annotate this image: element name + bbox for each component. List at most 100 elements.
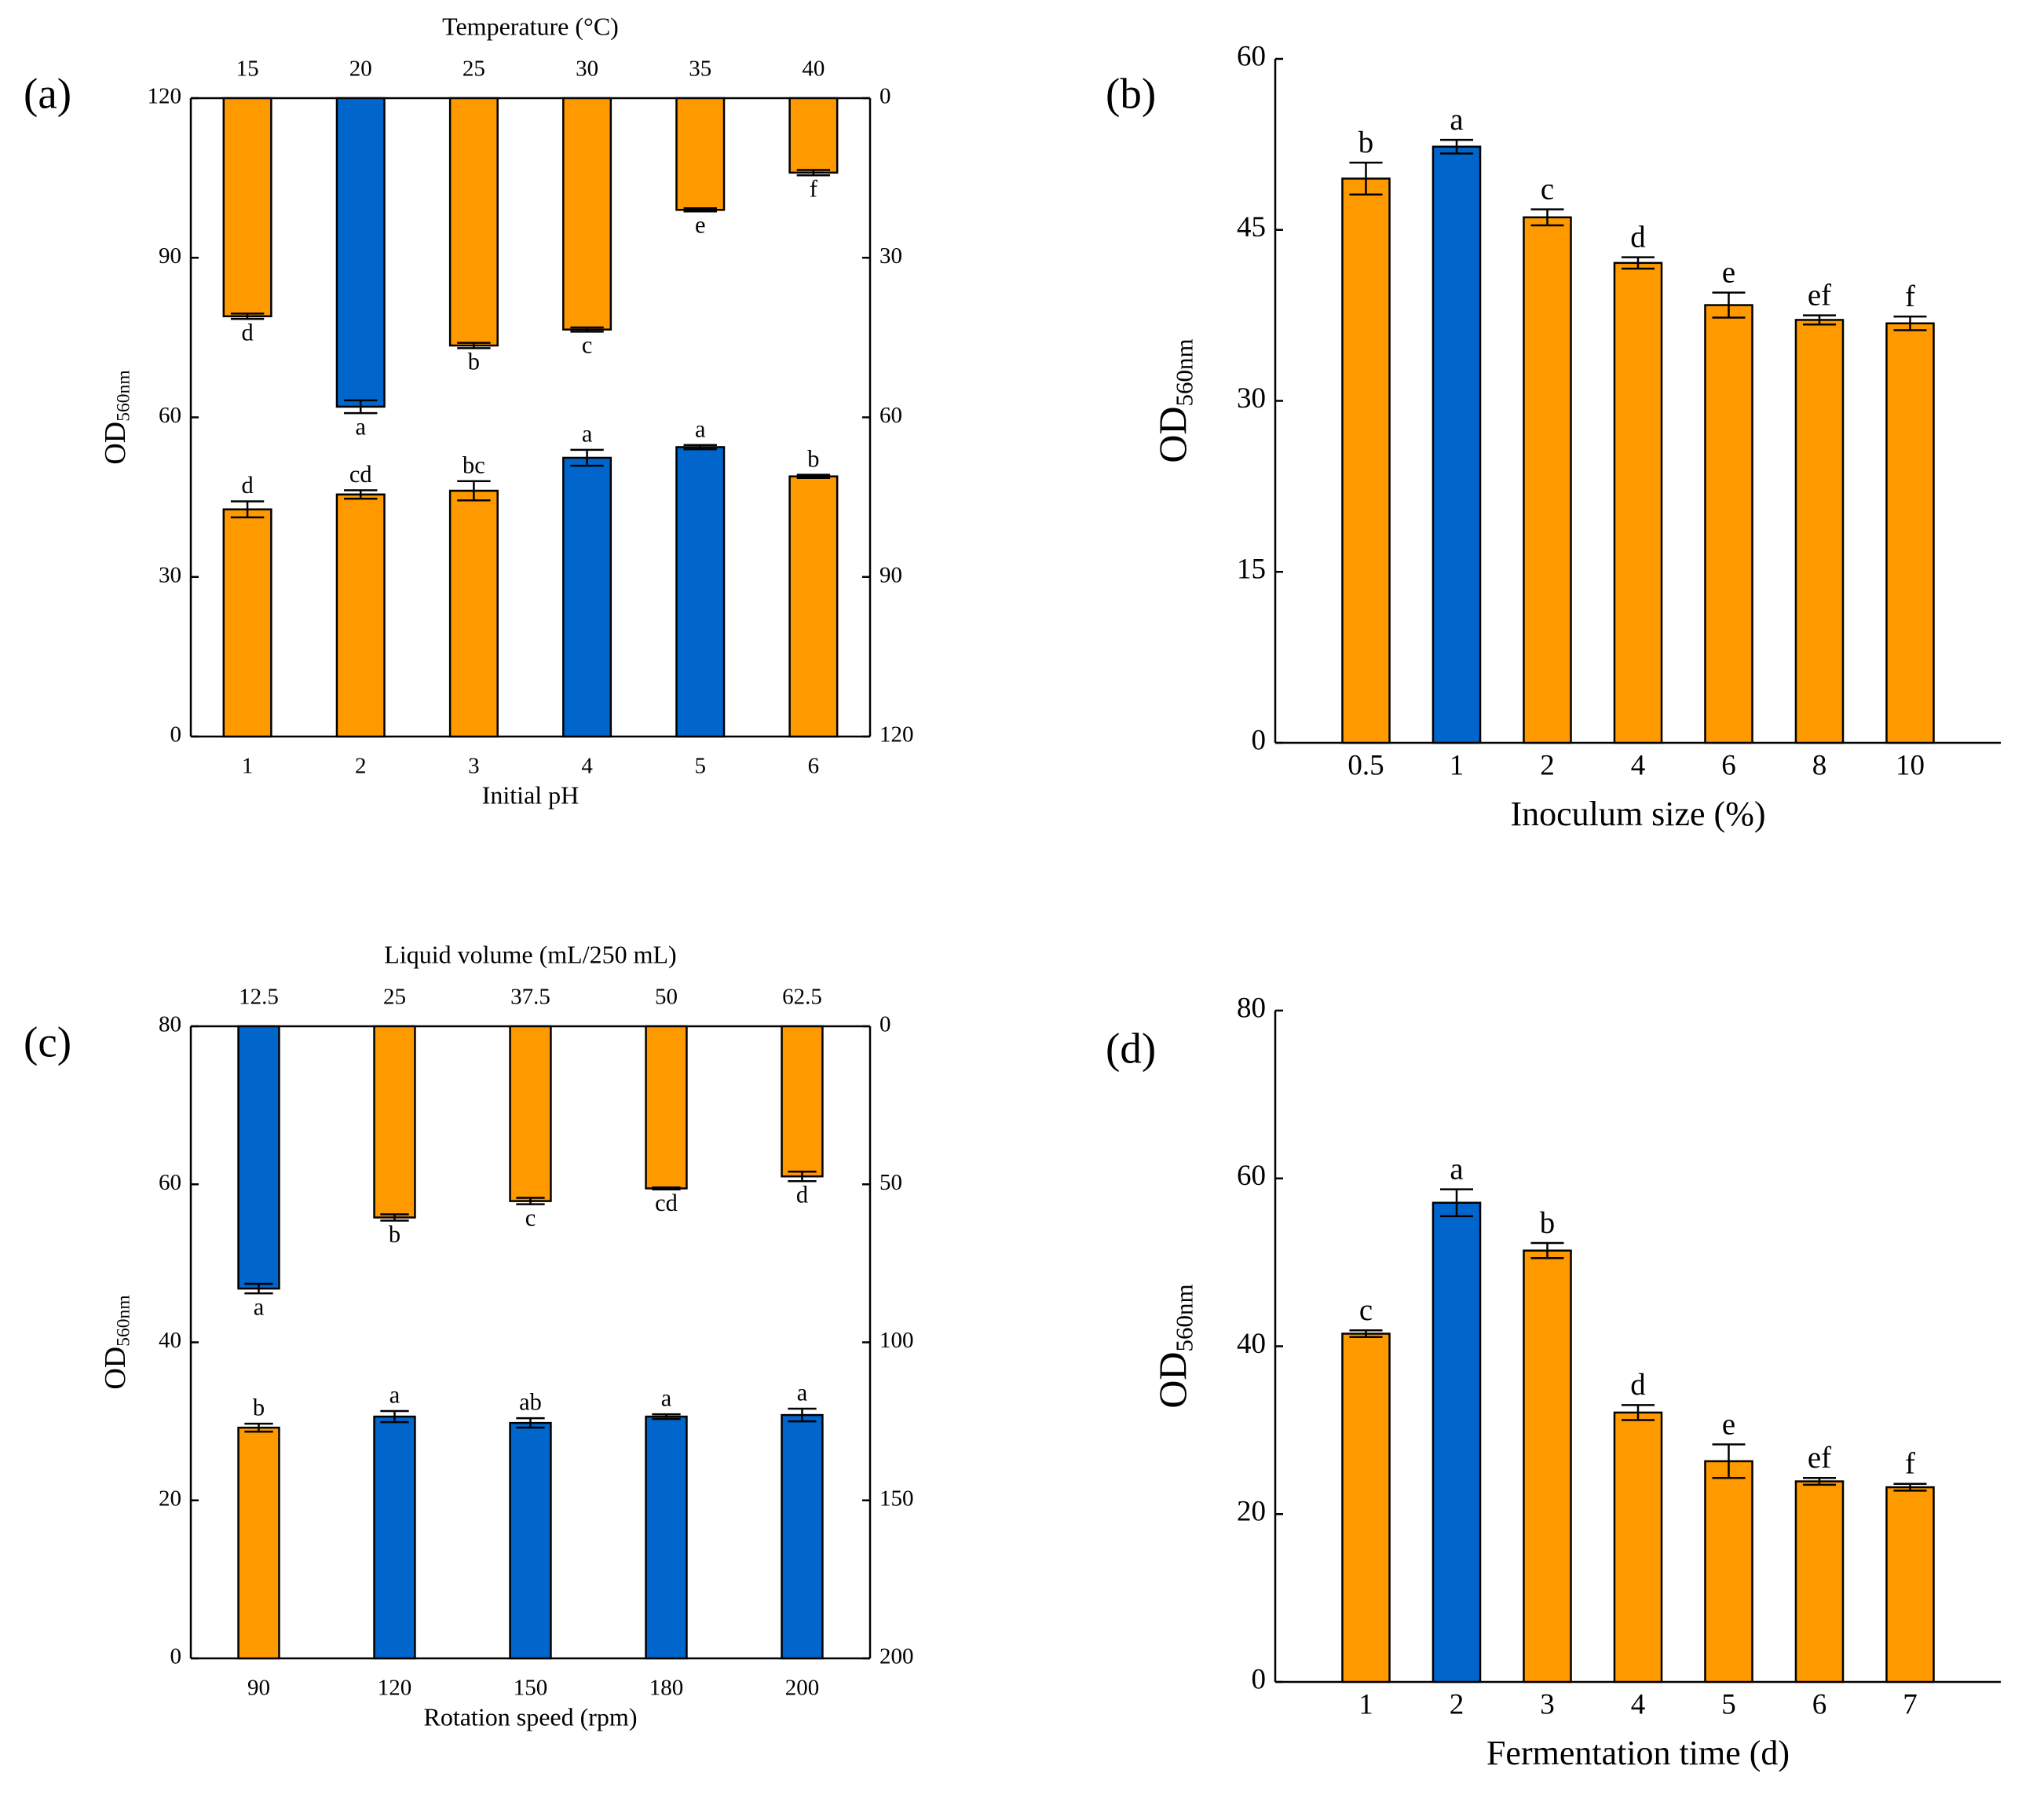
significance-letter: c — [1541, 172, 1554, 206]
x-tick-label: 0.5 — [1347, 749, 1384, 781]
x-tick-label: 90 — [247, 1676, 270, 1701]
error-bar — [796, 473, 831, 479]
bar — [1613, 1411, 1663, 1683]
significance-letter: e — [1722, 1407, 1735, 1441]
y-tick-label: 0 — [170, 1644, 182, 1669]
error-bar — [652, 1186, 681, 1190]
significance-letter: f — [1905, 1446, 1915, 1480]
significance-letter: a — [1450, 1152, 1463, 1186]
x2-tick-label: 50 — [655, 985, 678, 1010]
significance-letter: b — [253, 1395, 265, 1421]
y-axis-label-main: OD — [1150, 1351, 1194, 1408]
y-axis-label-sub: 560nm — [114, 370, 134, 421]
x-tick-label: 1 — [1358, 1688, 1373, 1720]
x-tick-label: 6 — [1812, 1688, 1827, 1720]
panel-label: (d) — [1106, 1025, 1156, 1073]
bar — [1794, 1480, 1845, 1683]
bar — [1794, 319, 1845, 744]
x-tick-label: 10 — [1896, 749, 1925, 781]
bar — [645, 1025, 688, 1190]
bar — [335, 493, 386, 738]
y-tick-label: 90 — [159, 243, 181, 269]
bar — [1613, 261, 1663, 744]
error-bar — [244, 1282, 273, 1295]
x-tick-label: 180 — [649, 1676, 684, 1701]
y-tick-label: 120 — [148, 84, 182, 109]
y-axis-label: OD560nm — [99, 1295, 134, 1389]
bar — [1432, 145, 1482, 744]
y-axis-label: OD560nm — [1150, 1284, 1198, 1408]
x2-tick-label: 62.5 — [782, 985, 822, 1010]
x-tick-label: 4 — [1631, 1688, 1646, 1720]
significance-letter: b — [468, 349, 480, 375]
y2-tick-label: 50 — [879, 1170, 902, 1195]
y-tick-label: 40 — [159, 1328, 181, 1353]
y-axis-label-sub: 560nm — [1171, 338, 1198, 406]
x2-tick-label: 35 — [689, 57, 711, 82]
x-tick-label: 2 — [1540, 749, 1555, 781]
bar — [1704, 1460, 1753, 1683]
error-bar — [1439, 138, 1474, 155]
significance-letter: cd — [349, 461, 372, 488]
bar — [1341, 177, 1391, 744]
significance-letter: d — [1630, 220, 1645, 254]
bar — [562, 97, 612, 331]
bar — [509, 1025, 552, 1202]
significance-letter: a — [661, 1385, 672, 1412]
significance-letter: a — [1450, 103, 1463, 137]
error-bar — [683, 207, 717, 213]
y-tick-label: 30 — [1237, 382, 1266, 415]
x-tick-label: 120 — [378, 1676, 412, 1701]
x2-tick-label: 30 — [576, 57, 598, 82]
bar — [448, 489, 499, 738]
bar — [237, 1025, 280, 1290]
y2-tick-label: 150 — [879, 1486, 914, 1511]
y-tick-label: 20 — [159, 1486, 181, 1511]
error-bar — [457, 480, 491, 502]
x-tick-label: 2 — [1450, 1688, 1464, 1720]
bar — [675, 446, 726, 738]
error-bar — [457, 342, 491, 349]
x-tick-label: 6 — [808, 754, 820, 779]
y2-tick-label: 90 — [879, 562, 902, 587]
y-tick-label: 0 — [1252, 724, 1267, 756]
significance-letter: b — [807, 445, 819, 472]
significance-letter: e — [1722, 255, 1735, 289]
y-axis-label: OD560nm — [99, 370, 134, 464]
significance-letter: b — [1540, 1206, 1555, 1240]
bar — [781, 1413, 824, 1660]
y-tick-label: 60 — [159, 403, 181, 428]
x-tick-label: 3 — [468, 754, 480, 779]
bar — [509, 1421, 552, 1660]
error-bar — [1439, 1188, 1474, 1218]
x2-tick-label: 20 — [349, 57, 372, 82]
x2-axis-label: Liquid volume (mL/250 mL) — [384, 940, 676, 968]
x-tick-label: 4 — [1631, 749, 1646, 781]
x-tick-label: 8 — [1812, 749, 1827, 781]
y-tick-label: 45 — [1237, 211, 1266, 243]
error-bar — [788, 1407, 817, 1423]
x-tick-label: 3 — [1540, 1688, 1555, 1720]
y-axis-label-main: OD — [1150, 406, 1194, 462]
x2-tick-label: 37.5 — [510, 985, 550, 1010]
error-bar — [230, 313, 265, 320]
bar — [788, 475, 839, 738]
error-bar — [1621, 1404, 1655, 1421]
bar — [1885, 1486, 1935, 1683]
error-bar — [570, 448, 604, 467]
bar — [373, 1025, 416, 1219]
bar — [781, 1025, 824, 1178]
x-tick-label: 7 — [1903, 1688, 1918, 1720]
panel-label: (b) — [1106, 70, 1156, 118]
significance-letter: d — [1630, 1368, 1645, 1402]
error-bar — [1802, 314, 1837, 326]
error-bar — [683, 444, 717, 451]
bar — [237, 1426, 280, 1660]
significance-letter: ab — [519, 1389, 542, 1416]
y-tick-label: 20 — [1237, 1496, 1266, 1528]
significance-letter: b — [1358, 126, 1373, 159]
bar — [645, 1415, 688, 1660]
significance-letter: d — [241, 472, 253, 499]
y2-tick-label: 30 — [879, 243, 902, 269]
y-tick-label: 60 — [159, 1170, 181, 1195]
